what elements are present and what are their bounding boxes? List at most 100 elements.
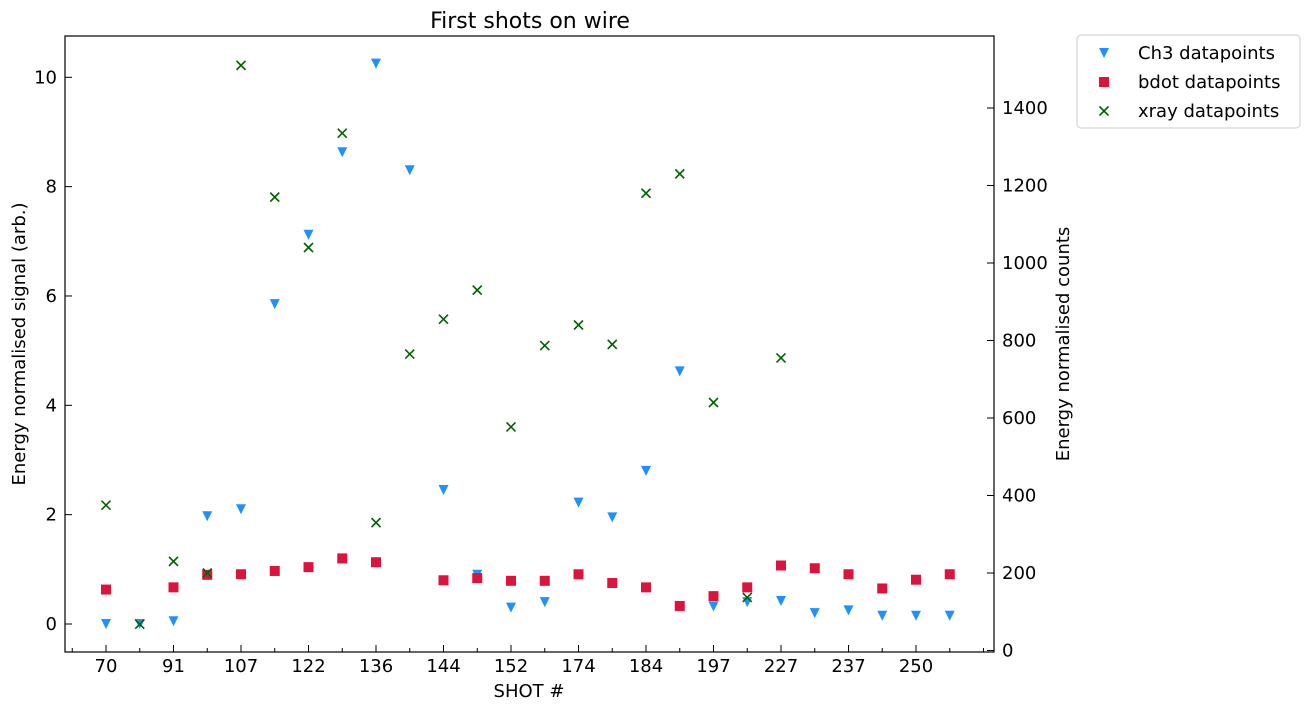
right-y-axis-label: Energy normalised counts bbox=[1053, 227, 1074, 462]
legend-label: Ch3 datapoints bbox=[1138, 43, 1275, 64]
xray-point bbox=[472, 285, 483, 296]
xray-point bbox=[235, 60, 247, 71]
x-marker-stroke bbox=[404, 348, 415, 360]
bdot-point bbox=[236, 569, 246, 580]
xray-point bbox=[775, 352, 787, 364]
ch3-point bbox=[337, 147, 348, 158]
ch3-point bbox=[303, 229, 314, 240]
x-marker-stroke bbox=[1098, 105, 1110, 117]
ch3-point bbox=[641, 465, 651, 476]
bdot-point bbox=[877, 583, 888, 594]
legend-label: bdot datapoints bbox=[1138, 72, 1280, 93]
bdot-point bbox=[674, 600, 685, 611]
bdot-point bbox=[371, 557, 381, 568]
ch3-point bbox=[202, 511, 213, 522]
left-y-axis-label: Energy normalised signal (arb.) bbox=[9, 203, 30, 486]
ch3-point bbox=[573, 497, 584, 508]
x-marker-stroke bbox=[472, 285, 483, 296]
y-right-tick-label: 1400 bbox=[1002, 98, 1048, 119]
left-y-axis: 0 2 4 6 8 10 bbox=[34, 67, 72, 635]
bdot-point bbox=[337, 553, 348, 564]
bdot-point bbox=[776, 560, 786, 571]
bdot-point bbox=[809, 563, 820, 574]
ch3-point bbox=[742, 597, 753, 608]
xray-point bbox=[674, 168, 685, 179]
bdot-point bbox=[506, 575, 516, 586]
bdot-point bbox=[573, 569, 584, 580]
xray-point bbox=[168, 556, 179, 567]
x-marker-stroke bbox=[607, 339, 618, 350]
x-tick-label: 70 bbox=[95, 656, 118, 677]
xray-point bbox=[269, 192, 280, 203]
x-marker-stroke bbox=[168, 556, 179, 567]
bdot-point bbox=[303, 562, 314, 573]
ch3-point bbox=[371, 58, 381, 69]
ch3-point bbox=[607, 512, 618, 523]
ch3-point bbox=[168, 616, 179, 627]
legend-frame bbox=[1076, 34, 1301, 129]
bdot-point bbox=[641, 582, 651, 593]
x-tick-label: 237 bbox=[831, 656, 865, 677]
x-tick-label: 184 bbox=[629, 656, 663, 677]
x-axis-label: SHOT # bbox=[494, 681, 565, 702]
y-left-tick-label: 4 bbox=[46, 395, 57, 416]
ch3-point bbox=[944, 610, 955, 621]
x-marker-stroke bbox=[438, 314, 449, 325]
y-right-tick-label: 0 bbox=[1002, 641, 1013, 662]
legend-label: xray datapoints bbox=[1138, 101, 1279, 122]
x-axis: 70 91 107 122 136 144 152 174 184 197 227 237 250 bbox=[71, 645, 984, 677]
legend: Ch3 datapoints bdot datapoints xray datapo… bbox=[1076, 34, 1301, 129]
x-tick-label: 91 bbox=[162, 656, 185, 677]
x-marker-stroke bbox=[202, 567, 213, 579]
ch3-point bbox=[404, 165, 415, 176]
x-tick-label: 122 bbox=[291, 656, 325, 677]
xray-point bbox=[337, 128, 348, 139]
ch3-point bbox=[438, 485, 449, 496]
x-tick-label: 152 bbox=[494, 656, 528, 677]
ch3-point bbox=[539, 597, 550, 608]
xray-point bbox=[100, 500, 112, 511]
ch3-point bbox=[236, 504, 246, 515]
xray-point bbox=[640, 188, 652, 199]
bdot-point bbox=[438, 575, 449, 586]
x-marker-stroke bbox=[539, 340, 550, 351]
legend-ch3-marker bbox=[1099, 48, 1109, 58]
x-marker-stroke bbox=[303, 242, 314, 253]
y-right-tick-label: 400 bbox=[1002, 486, 1036, 507]
bdot-point bbox=[944, 569, 955, 580]
y-right-tick-label: 800 bbox=[1002, 331, 1036, 352]
x-marker-stroke bbox=[742, 592, 753, 603]
x-tick-label: 250 bbox=[899, 656, 933, 677]
x-tick-label: 174 bbox=[561, 656, 595, 677]
ch3-point bbox=[776, 596, 786, 607]
x-marker-stroke bbox=[370, 517, 382, 528]
x-tick-label: 107 bbox=[224, 656, 258, 677]
xray-point bbox=[438, 314, 449, 325]
x-marker-stroke bbox=[775, 352, 787, 364]
xray-point bbox=[134, 619, 145, 630]
x-marker-stroke bbox=[337, 128, 348, 139]
y-left-tick-label: 10 bbox=[34, 67, 57, 88]
x-marker-stroke bbox=[100, 500, 112, 511]
x-marker-stroke bbox=[674, 168, 685, 179]
ch3-point bbox=[809, 608, 820, 619]
xray-point bbox=[742, 592, 753, 603]
xray-point bbox=[708, 397, 719, 408]
xray-point bbox=[573, 319, 584, 331]
ch3-point bbox=[843, 605, 854, 616]
bdot-point bbox=[101, 584, 111, 595]
ch3-point bbox=[506, 602, 516, 613]
legend-bdot-marker bbox=[1099, 77, 1109, 87]
ch3-point bbox=[674, 366, 685, 377]
y-right-tick-label: 1000 bbox=[1002, 253, 1048, 274]
x-marker-stroke bbox=[235, 60, 247, 71]
right-y-axis: 0 200 400 600 800 1000 1200 1400 bbox=[987, 98, 1048, 662]
xray-point bbox=[539, 340, 550, 351]
xray-point bbox=[607, 339, 618, 350]
xray-point bbox=[202, 567, 213, 579]
y-left-tick-label: 8 bbox=[46, 177, 57, 198]
xray-point bbox=[370, 517, 382, 528]
xray-point bbox=[303, 242, 314, 253]
ch3-point bbox=[708, 601, 719, 612]
